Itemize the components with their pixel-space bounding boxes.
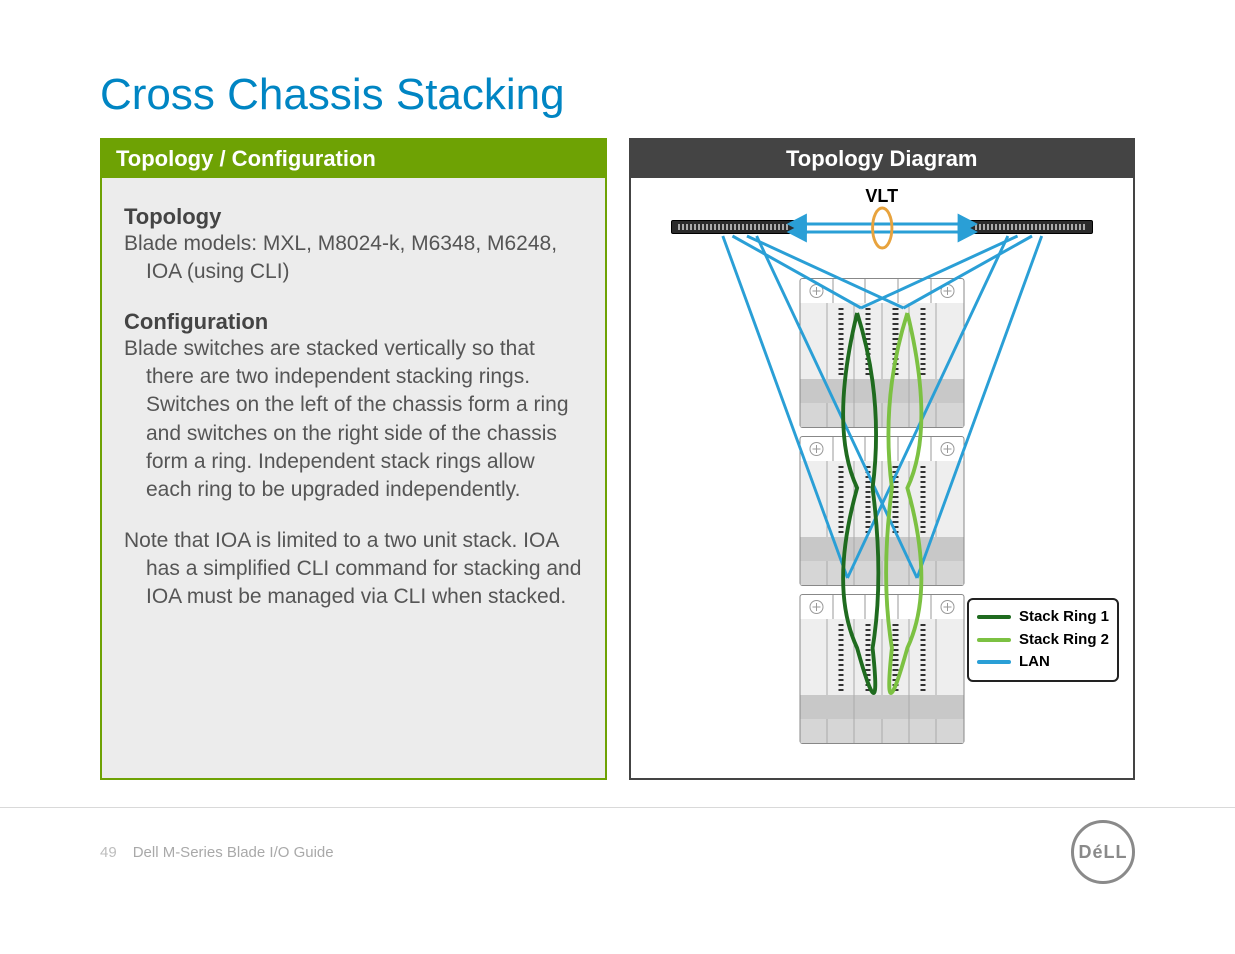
slide-footer: 49 Dell M-Series Blade I/O Guide DéLL <box>0 807 1235 884</box>
legend-ring1: Stack Ring 1 <box>1019 606 1109 629</box>
note-text: Note that IOA is limited to a two unit s… <box>124 527 583 612</box>
content-columns: Topology / Configuration Topology Blade … <box>100 138 1135 780</box>
configuration-text: Blade switches are stacked vertically so… <box>124 335 583 505</box>
topology-heading: Topology <box>124 204 583 230</box>
right-panel-header: Topology Diagram <box>631 140 1134 178</box>
doc-title: Dell M-Series Blade I/O Guide <box>133 844 334 861</box>
topology-diagram-panel: Topology Diagram VLT <box>629 138 1136 780</box>
slide-title: Cross Chassis Stacking <box>100 70 1135 120</box>
left-panel-header: Topology / Configuration <box>102 140 605 178</box>
legend-lan: LAN <box>1019 651 1050 674</box>
diagram-wires <box>631 178 1134 778</box>
diagram-canvas: VLT <box>631 178 1134 778</box>
diagram-legend: Stack Ring 1 Stack Ring 2 LAN <box>967 598 1119 682</box>
dell-logo-icon: DéLL <box>1071 820 1135 884</box>
configuration-heading: Configuration <box>124 309 583 335</box>
legend-ring2: Stack Ring 2 <box>1019 629 1109 652</box>
topology-text: Blade models: MXL, M8024-k, M6348, M6248… <box>124 230 583 287</box>
topology-config-panel: Topology / Configuration Topology Blade … <box>100 138 607 780</box>
page-number: 49 <box>100 844 117 861</box>
